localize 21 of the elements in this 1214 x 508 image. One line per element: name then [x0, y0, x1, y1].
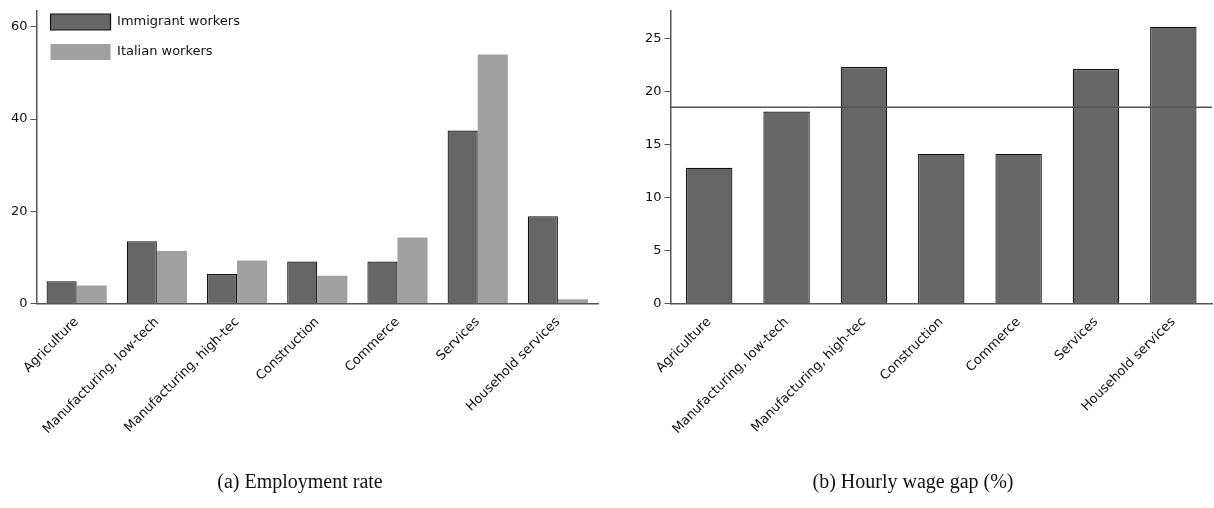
bar	[477, 54, 508, 303]
y-tick-label: 15	[645, 135, 662, 151]
y-tick-label: 60	[11, 18, 28, 34]
text: (a) Employment rate	[216, 470, 384, 493]
y-tick-label: 20	[11, 202, 28, 218]
bar	[317, 275, 348, 303]
bar	[156, 250, 187, 303]
bar	[397, 237, 428, 303]
y-tick-label: 10	[645, 188, 662, 204]
bar	[557, 299, 588, 303]
bar	[76, 285, 107, 303]
text: (b) Hourly wage gap (%)	[811, 470, 1015, 493]
y-tick-label: 25	[645, 29, 662, 45]
y-tick-label: 5	[653, 241, 662, 257]
y-tick-label: 40	[11, 110, 28, 126]
y-tick-label: 20	[645, 82, 662, 98]
y-tick-label: 0	[653, 294, 662, 310]
legend-label: Italian workers	[117, 43, 213, 59]
legend-label: Immigrant workers	[117, 13, 241, 29]
y-tick-label: 0	[19, 294, 28, 310]
bar	[237, 260, 268, 303]
